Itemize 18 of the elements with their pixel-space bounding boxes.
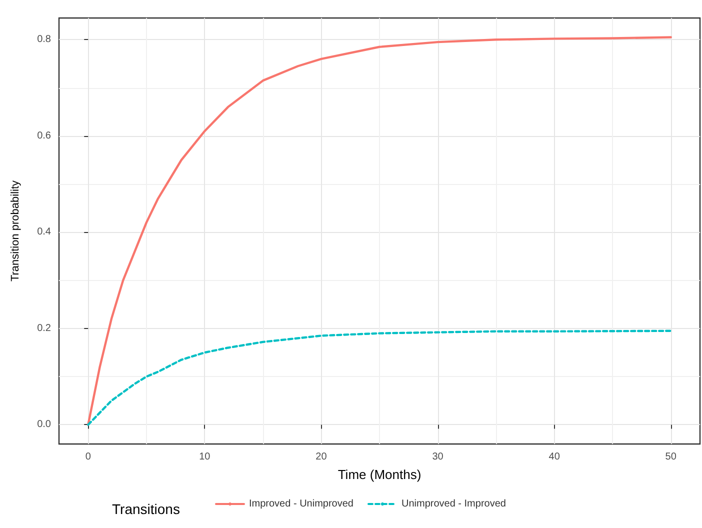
x-axis-title: Time (Months) (338, 467, 422, 482)
y-tick-label: 0.6 (37, 130, 52, 142)
x-tick-label: 50 (665, 452, 677, 462)
x-tick-label: 0 (85, 452, 92, 462)
legend-label: Unimproved - Improved (401, 498, 506, 510)
legend-label: Improved - Unimproved (249, 498, 354, 510)
line-series (87, 36, 672, 426)
y-tick-label: 0.0 (37, 419, 52, 430)
y-axis-title: Transition probability (10, 180, 22, 282)
legend-title: Transitions (112, 501, 180, 517)
x-tick-label: 10 (199, 452, 211, 462)
y-tick-label: 0.8 (37, 34, 52, 46)
y-tick-label: 0.2 (37, 322, 52, 334)
line-series (87, 330, 672, 426)
y-tick-label: 0.4 (37, 226, 52, 238)
x-tick-label: 40 (548, 452, 560, 462)
x-tick-label: 20 (316, 452, 328, 462)
x-tick-label: 30 (432, 452, 444, 462)
